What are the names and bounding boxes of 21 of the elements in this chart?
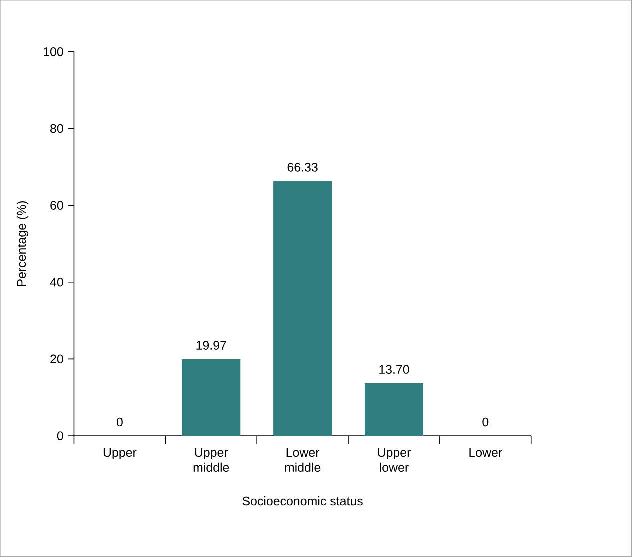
x-axis-title: Socioeconomic status xyxy=(242,496,363,506)
y-tick-label: 60 xyxy=(50,201,64,210)
y-tick-label: 100 xyxy=(44,48,64,56)
x-tick-label: Upper lower xyxy=(378,448,411,472)
y-axis-title: Percentage (%) xyxy=(16,202,29,286)
data-label: 66.33 xyxy=(288,163,318,172)
data-label: 0 xyxy=(482,418,489,427)
data-label: 0 xyxy=(116,418,123,427)
bar xyxy=(364,383,424,436)
x-tick-label: Lower xyxy=(470,448,502,458)
x-tick-label: Upper xyxy=(104,448,137,460)
bar xyxy=(274,181,332,436)
x-tick-label: Lower middle xyxy=(285,448,321,472)
bar xyxy=(182,359,241,436)
y-tick-label: 40 xyxy=(50,278,64,287)
y-tick-label: 80 xyxy=(50,124,64,134)
y-tick-label: 20 xyxy=(50,354,64,364)
x-tick-label: Upper middle xyxy=(194,448,230,472)
data-label: 13.70 xyxy=(380,365,410,374)
y-tick-label: 0 xyxy=(57,432,64,440)
data-label: 19.97 xyxy=(196,341,226,350)
